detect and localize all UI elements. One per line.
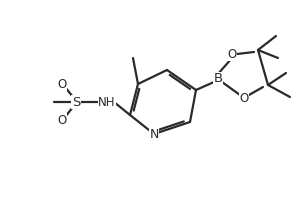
Text: O: O — [57, 78, 67, 91]
Text: S: S — [72, 95, 80, 109]
Text: O: O — [239, 92, 249, 105]
Text: O: O — [57, 113, 67, 127]
Text: B: B — [213, 73, 223, 85]
Text: O: O — [227, 47, 237, 60]
Text: NH: NH — [98, 95, 116, 109]
Text: N: N — [149, 127, 159, 141]
